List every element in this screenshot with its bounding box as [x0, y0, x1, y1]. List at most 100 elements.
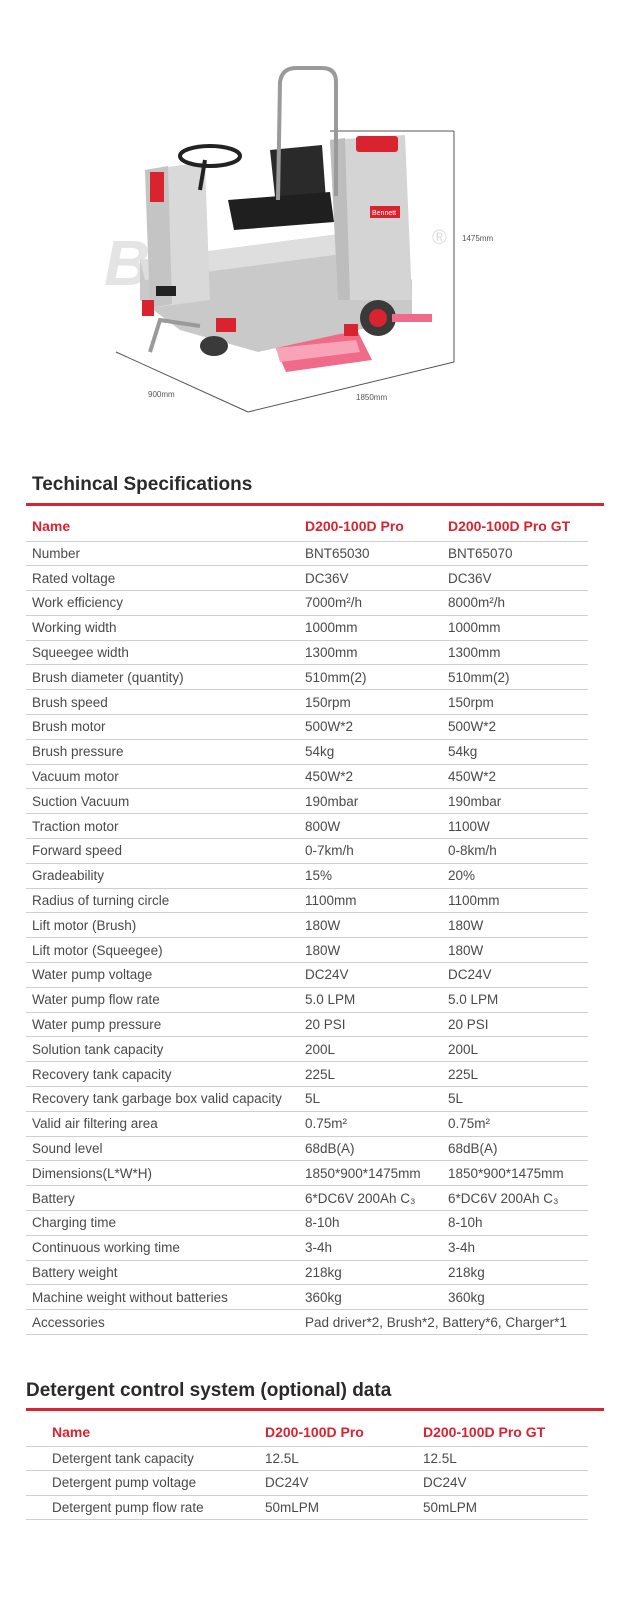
- spec-name: Squeegee width: [26, 640, 299, 666]
- spec-value-model-2: 68dB(A): [442, 1136, 588, 1162]
- spec-row: Continuous working time 3-4h 3-4h: [26, 1235, 588, 1261]
- header-model-2: D200-100D Pro GT: [442, 512, 588, 542]
- spec-value-model-1: 800W: [299, 813, 442, 840]
- spec-value-model-1: 1100mm: [299, 888, 442, 914]
- spec-name: Battery: [26, 1185, 299, 1212]
- spec-value-model-2: 1100mm: [442, 888, 588, 914]
- spec-value-model-1: DC24V: [299, 962, 442, 988]
- spec-value-model-2: 6*DC6V 200Ah C₃: [442, 1185, 588, 1212]
- spec-row: Recovery tank garbage box valid capacity…: [26, 1086, 588, 1112]
- spec-value-model-2: 1850*900*1475mm: [442, 1160, 588, 1187]
- spec-value-model-2: 180W: [442, 912, 588, 939]
- spec-value-model-1: 3-4h: [299, 1235, 442, 1261]
- spec-value-model-2: 5L: [442, 1086, 588, 1112]
- panel-logo: Bennett: [372, 210, 396, 217]
- seat-back: [270, 145, 326, 206]
- detergent-title: Detergent control system (optional) data: [26, 1380, 392, 1401]
- detergent-value-model-1: DC24V: [259, 1470, 417, 1496]
- spec-value-model-1: 1850*900*1475mm: [299, 1160, 442, 1187]
- specs-title: Techincal Specifications: [32, 474, 253, 495]
- spec-name: Rated voltage: [26, 565, 299, 592]
- spec-row: Water pump flow rate 5.0 LPM 5.0 LPM: [26, 987, 588, 1013]
- spec-value-model-2: 225L: [442, 1061, 588, 1088]
- spec-value-model-2: 20 PSI: [442, 1012, 588, 1038]
- spec-row: Work efficiency 7000m²/h 8000m²/h: [26, 590, 588, 616]
- spec-name: Number: [26, 541, 299, 567]
- spec-row: Traction motor 800W 1100W: [26, 813, 588, 840]
- spec-row: Machine weight without batteries 360kg 360…: [26, 1284, 588, 1311]
- spec-value-model-2: 3-4h: [442, 1235, 588, 1261]
- spec-name: Dimensions(L*W*H): [26, 1160, 299, 1187]
- spec-value-model-1: 200L: [299, 1036, 442, 1063]
- spec-name: Brush speed: [26, 689, 299, 716]
- spec-row: Water pump voltage DC24V DC24V: [26, 962, 588, 988]
- spec-value-model-2: 500W*2: [442, 714, 588, 740]
- spec-row: Dimensions(L*W*H) 1850*900*1475mm 1850*900…: [26, 1160, 588, 1187]
- spec-row: Battery 6*DC6V 200Ah C₃ 6*DC6V 200Ah C₃: [26, 1185, 588, 1212]
- spec-value-model-2: 20%: [442, 863, 588, 889]
- detergent-name: Detergent pump voltage: [26, 1470, 259, 1496]
- spec-value-model-1: 20 PSI: [299, 1012, 442, 1038]
- spec-value-model-2: DC36V: [442, 565, 588, 592]
- spec-value-model-1: 8-10h: [299, 1210, 442, 1236]
- spec-row: Suction Vacuum 190mbar 190mbar: [26, 788, 588, 815]
- spec-value-model-1: 0.75m²: [299, 1111, 442, 1137]
- specs-red-rule: [26, 503, 604, 506]
- detergent-header-row: Name D200-100D Pro D200-100D Pro GT: [26, 1418, 588, 1447]
- width-dimension-label: 900mm: [148, 390, 175, 399]
- detergent-header-model-2: D200-100D Pro GT: [417, 1418, 588, 1447]
- spec-value-model-2: 180W: [442, 937, 588, 964]
- spec-name: Water pump voltage: [26, 962, 299, 988]
- specs-table: Name D200-100D Pro D200-100D Pro GT Numb…: [26, 512, 588, 1335]
- spec-row: Forward speed 0-7km/h 0-8km/h: [26, 838, 588, 864]
- spec-row: Gradeability 15% 20%: [26, 863, 588, 889]
- spec-name: Suction Vacuum: [26, 788, 299, 815]
- spec-row: Battery weight 218kg 218kg: [26, 1260, 588, 1286]
- spec-row: Lift motor (Squeegee) 180W 180W: [26, 937, 588, 964]
- spec-value-model-1: 225L: [299, 1061, 442, 1088]
- spec-value-model-1: 15%: [299, 863, 442, 889]
- spec-value-model-2: 1000mm: [442, 615, 588, 641]
- spec-name: Accessories: [26, 1309, 299, 1335]
- detergent-value-model-2: 50mLPM: [417, 1495, 588, 1521]
- dimension-lines: [115, 130, 455, 413]
- spec-value-model-1: 1300mm: [299, 640, 442, 666]
- spec-name: Traction motor: [26, 813, 299, 840]
- spec-row: Brush speed 150rpm 150rpm: [26, 689, 588, 716]
- spec-name: Valid air filtering area: [26, 1111, 299, 1137]
- spec-value-model-1: 180W: [299, 912, 442, 939]
- spec-value-model-1: 500W*2: [299, 714, 442, 740]
- specs-header-row: Name D200-100D Pro D200-100D Pro GT: [26, 512, 588, 542]
- product-hero: Bennett ® Bennett: [0, 0, 629, 440]
- spec-row: Squeegee width 1300mm 1300mm: [26, 640, 588, 666]
- detergent-value-model-2: 12.5L: [417, 1446, 588, 1472]
- spec-row: Lift motor (Brush) 180W 180W: [26, 912, 588, 939]
- spec-value-model-1: 190mbar: [299, 788, 442, 815]
- spec-name: Continuous working time: [26, 1235, 299, 1261]
- spec-row-accessories: Accessories Pad driver*2, Brush*2, Batter…: [26, 1309, 588, 1335]
- spec-name: Work efficiency: [26, 590, 299, 616]
- spec-name: Brush diameter (quantity): [26, 664, 299, 691]
- spec-value-model-2: 1100W: [442, 813, 588, 840]
- spec-name: Brush pressure: [26, 739, 299, 765]
- spec-value-model-1: 360kg: [299, 1284, 442, 1311]
- spec-value-model-2: 1300mm: [442, 640, 588, 666]
- detergent-name: Detergent pump flow rate: [26, 1495, 259, 1521]
- spec-name: Solution tank capacity: [26, 1036, 299, 1063]
- spec-name: Radius of turning circle: [26, 888, 299, 914]
- spec-name: Recovery tank garbage box valid capacity: [26, 1086, 299, 1112]
- trademark-mark: ®: [432, 227, 447, 249]
- spec-value-model-1: 68dB(A): [299, 1136, 442, 1162]
- spec-name: Recovery tank capacity: [26, 1061, 299, 1088]
- spec-row: Vacuum motor 450W*2 450W*2: [26, 764, 588, 790]
- spec-value-model-1: 180W: [299, 937, 442, 964]
- spec-name: Sound level: [26, 1136, 299, 1162]
- spec-value-model-1: 6*DC6V 200Ah C₃: [299, 1185, 442, 1212]
- spec-value-model-1: 7000m²/h: [299, 590, 442, 616]
- spec-name: Machine weight without batteries: [26, 1284, 299, 1311]
- spec-value-model-2: 510mm(2): [442, 664, 588, 691]
- spec-name: Forward speed: [26, 838, 299, 864]
- spec-value-model-2: 200L: [442, 1036, 588, 1063]
- spec-value-model-2: 190mbar: [442, 788, 588, 815]
- spec-name: Brush motor: [26, 714, 299, 740]
